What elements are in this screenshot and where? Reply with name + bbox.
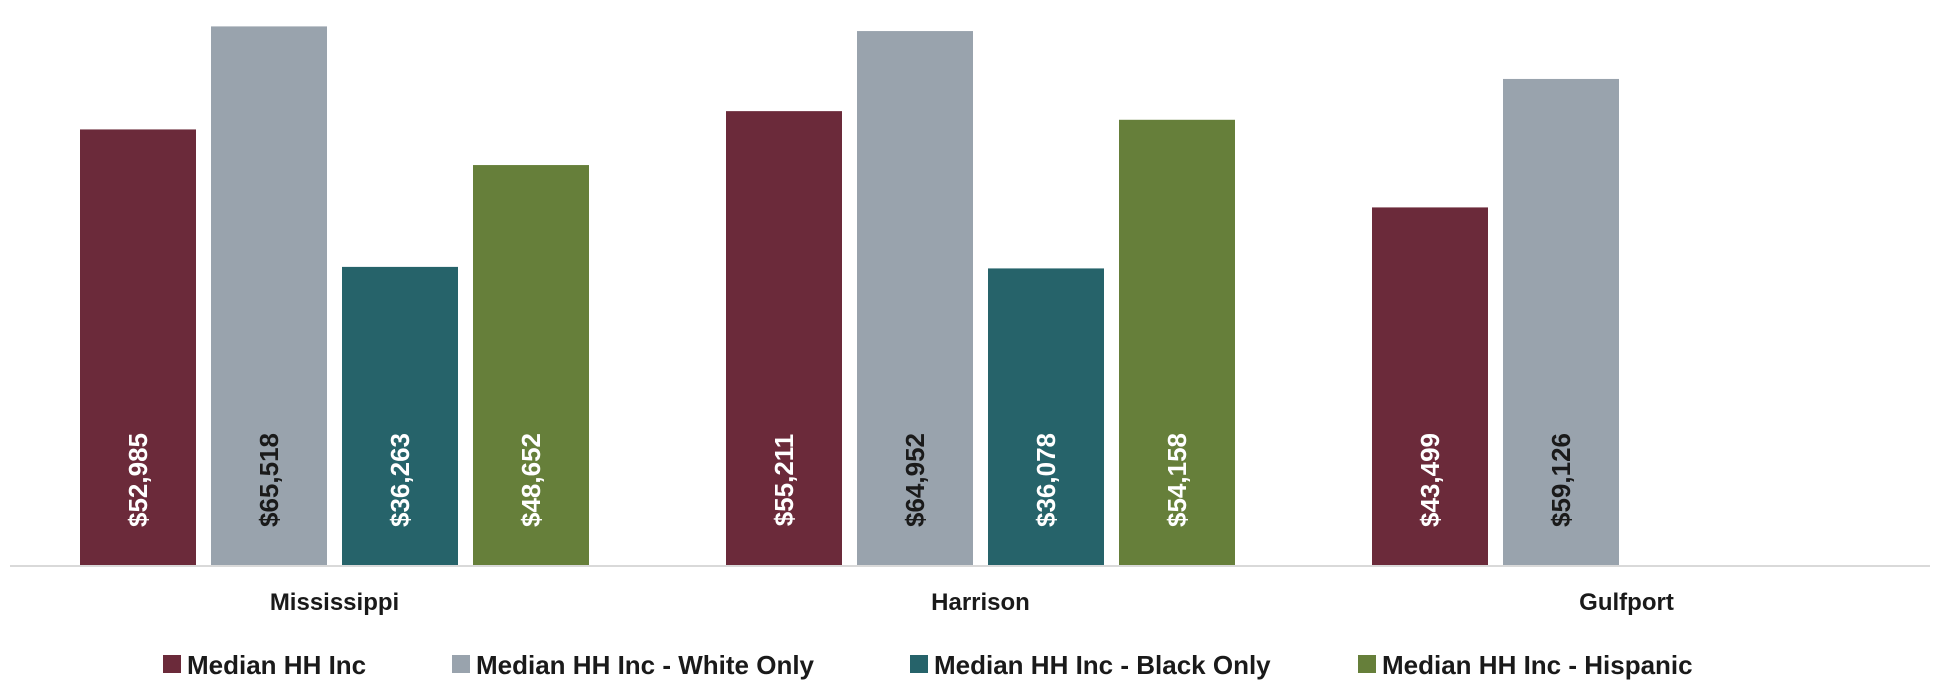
legend: Median HH Inc Median HH Inc - White Only M…: [163, 650, 1693, 680]
data-label-harrison-series-1: $55,211: [769, 434, 799, 527]
data-label-harrison-series-4: $54,158: [1162, 433, 1192, 527]
data-label-mississippi-series-3: $36,263: [385, 433, 415, 527]
legend-label-2: Median HH Inc - White Only: [476, 650, 815, 680]
bar-harrison-series-3: [988, 268, 1104, 565]
bars-layer: $52,985 $65,518 $36,263 $48,652 $55,211 $64,9…: [80, 26, 1619, 566]
category-labels: Mississippi Harrison Gulfport: [270, 589, 1674, 616]
bar-gulfport-series-2: [1503, 78, 1619, 566]
category-label-gulfport: Gulfport: [1579, 589, 1674, 616]
legend-swatch-3: [910, 655, 928, 673]
data-label-gulfport-series-1: $43,499: [1415, 433, 1445, 527]
category-label-mississippi: Mississippi: [270, 589, 399, 616]
bar-harrison-series-2: [857, 31, 973, 566]
data-label-harrison-series-3: $36,078: [1031, 433, 1061, 527]
data-label-mississippi-series-2: $65,518: [254, 433, 284, 527]
bar-mississippi-series-1: [80, 129, 196, 565]
category-label-harrison: Harrison: [931, 589, 1030, 616]
data-label-harrison-series-2: $64,952: [900, 433, 930, 527]
bar-mississippi-series-3: [342, 266, 458, 565]
legend-swatch-2: [452, 655, 470, 673]
data-label-mississippi-series-1: $52,985: [123, 433, 153, 527]
bar-mississippi-series-4: [473, 165, 589, 565]
bar-harrison-series-4: [1119, 119, 1235, 566]
legend-label-3: Median HH Inc - Black Only: [934, 650, 1271, 680]
bar-harrison-series-1: [726, 111, 842, 565]
data-label-gulfport-series-2: $59,126: [1546, 433, 1576, 527]
bar-gulfport-series-1: [1372, 207, 1488, 565]
legend-swatch-4: [1358, 655, 1376, 673]
legend-label-4: Median HH Inc - Hispanic: [1382, 650, 1693, 680]
legend-label-1: Median HH Inc: [187, 650, 366, 680]
bar-mississippi-series-2: [211, 26, 327, 565]
legend-swatch-1: [163, 655, 181, 673]
data-label-mississippi-series-4: $48,652: [516, 433, 546, 527]
